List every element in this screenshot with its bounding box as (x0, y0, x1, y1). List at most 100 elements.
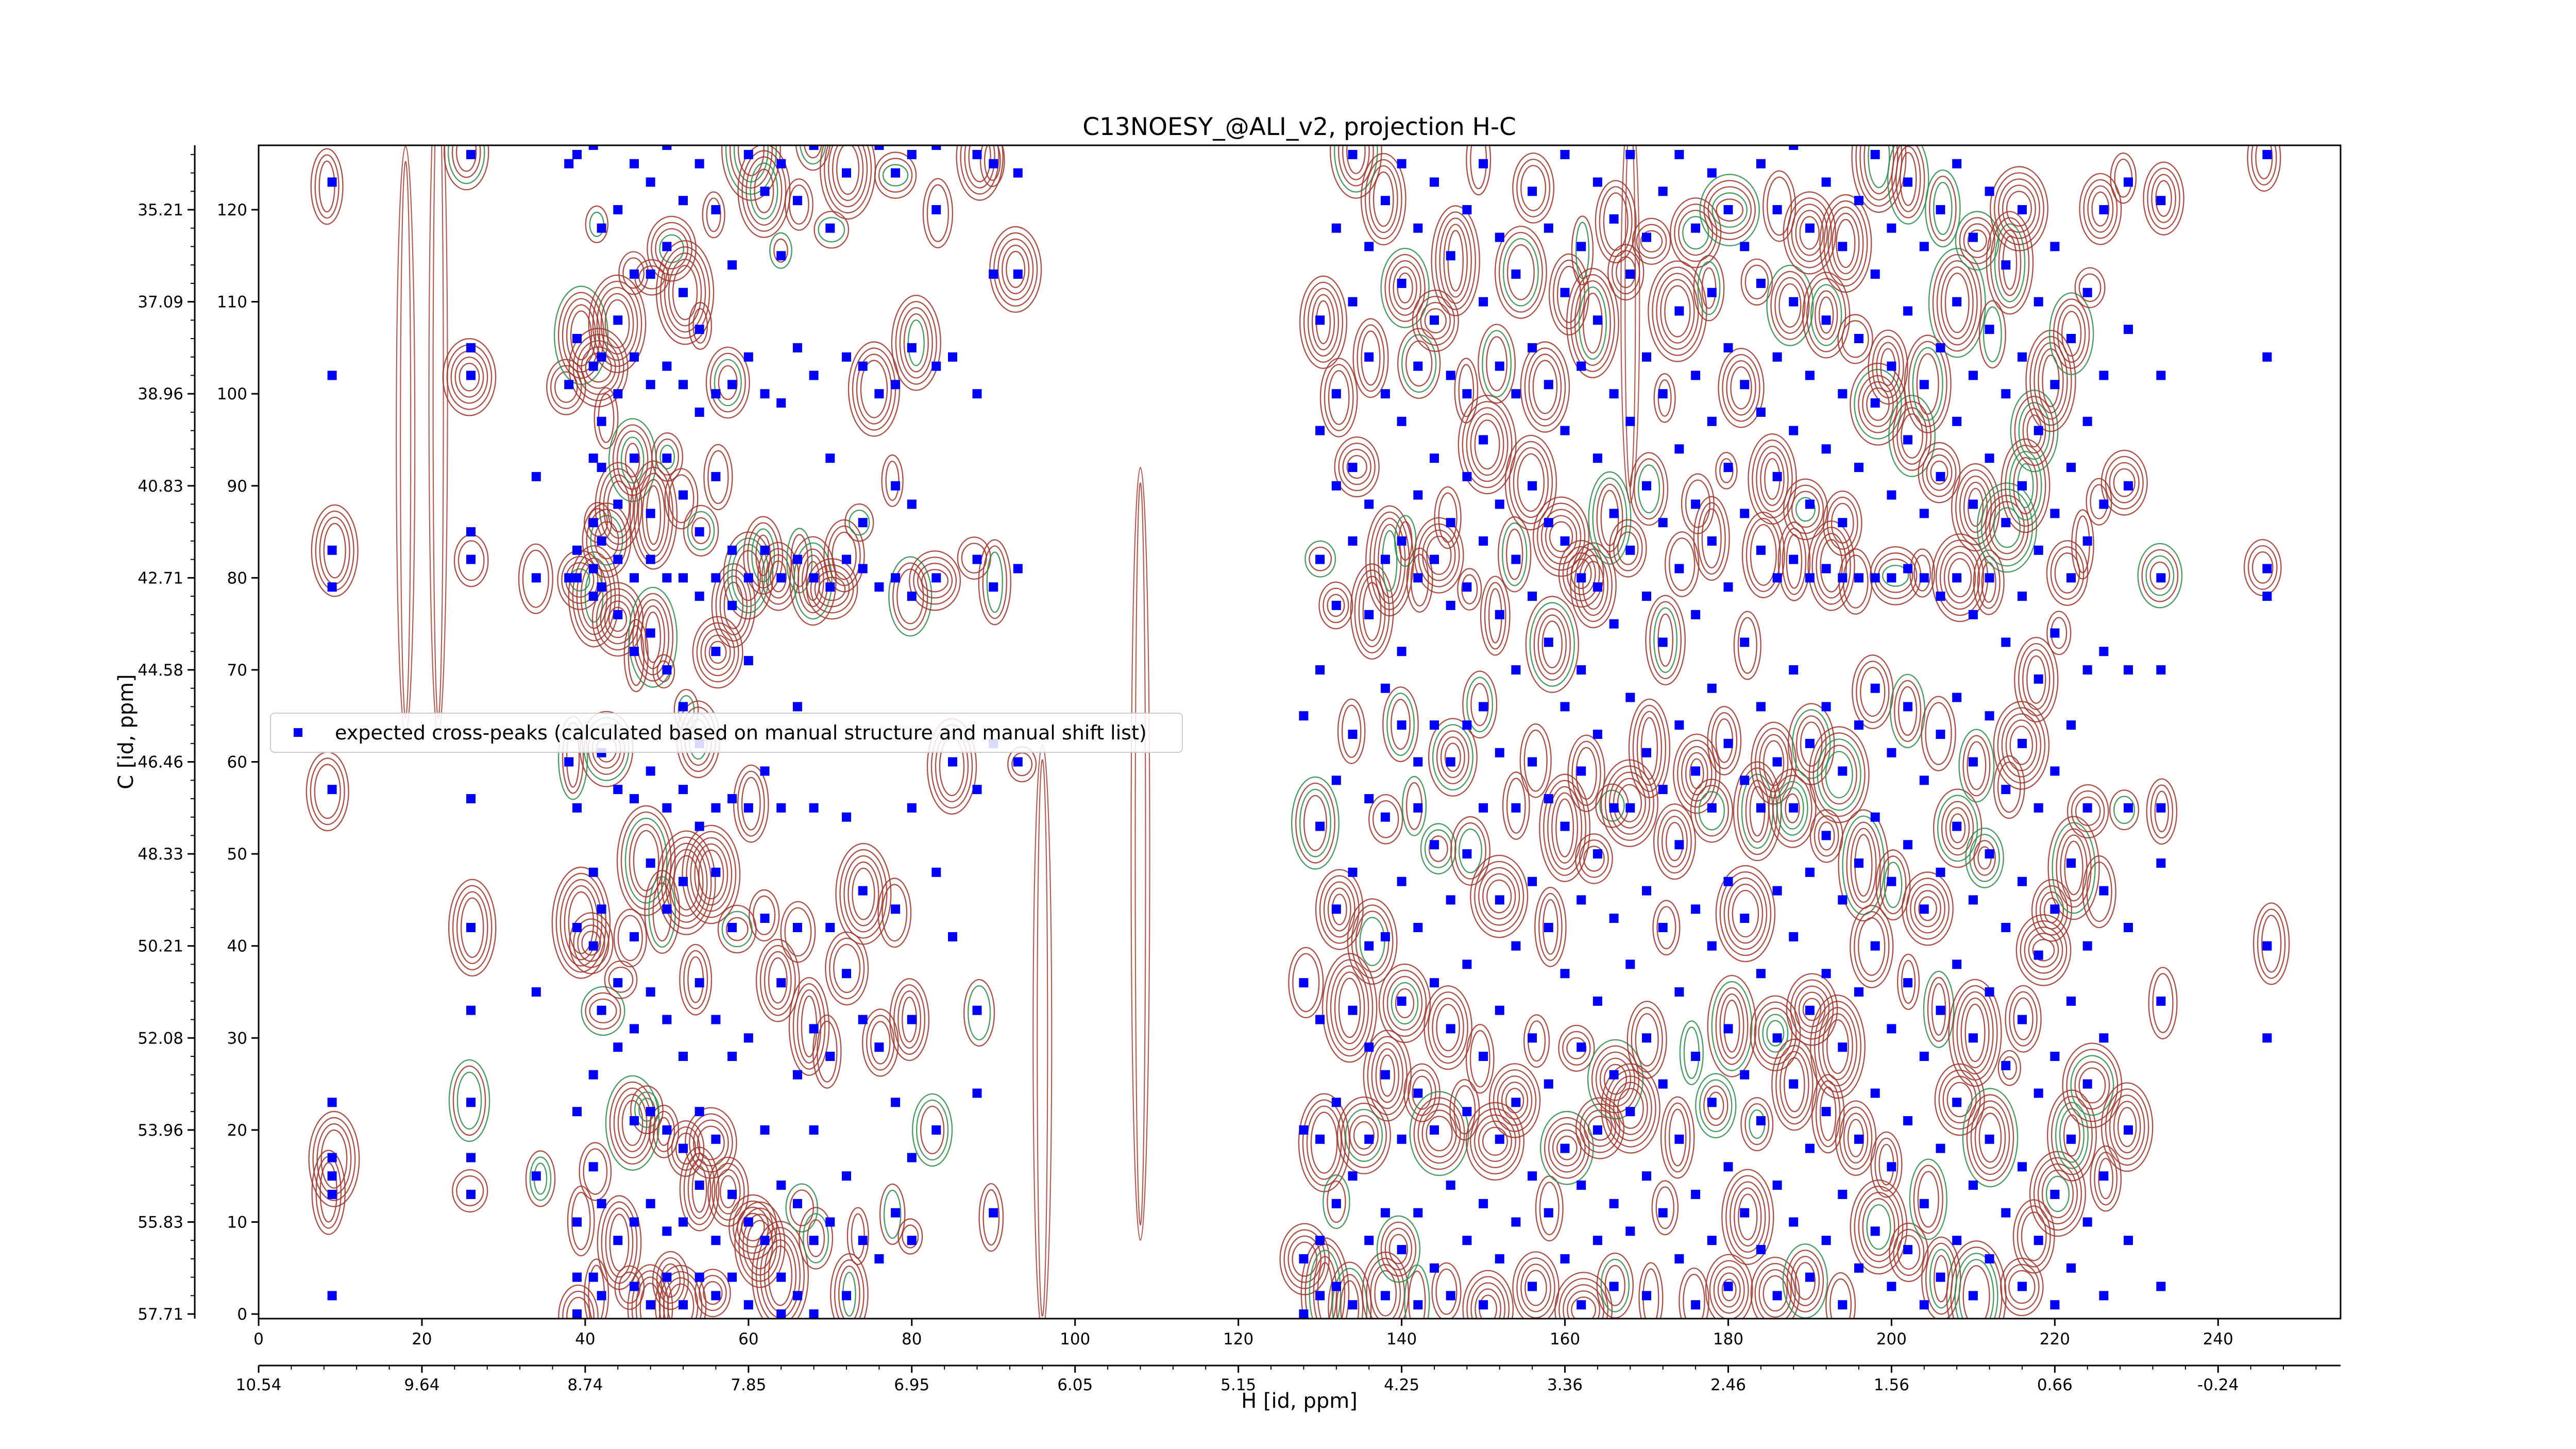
peak-marker (891, 380, 901, 390)
peak-marker (711, 1015, 721, 1024)
y-tick-label: 60 (227, 753, 247, 772)
peak-marker (1707, 288, 1717, 297)
contour-ring (1438, 492, 1458, 543)
contour-ring (1711, 981, 1753, 1071)
contour-ring (1726, 360, 1756, 416)
contour-ring (1376, 1215, 1421, 1283)
contour-ring (2079, 173, 2122, 245)
peak-marker (2099, 1171, 2109, 1181)
contour-ring (1341, 1102, 1387, 1168)
contour-ring (1901, 413, 1924, 459)
contour-ring (1668, 537, 1696, 591)
contour-ring (311, 504, 359, 597)
peak-marker (1919, 573, 1929, 583)
peak-marker (1625, 693, 1635, 702)
contour-ring (1334, 971, 1365, 1044)
contour-ring (1931, 983, 1946, 1036)
peak-marker (1462, 1236, 1472, 1245)
contour-ring (1882, 565, 1909, 587)
peak-marker (1397, 647, 1406, 656)
peak-marker (466, 923, 476, 932)
peak-marker (1952, 1098, 1962, 1107)
contour-ring (1859, 145, 1899, 201)
contour-ring (633, 830, 659, 891)
peak-marker (531, 471, 541, 481)
peak-marker (1495, 499, 1504, 509)
peak-marker (1691, 499, 1701, 509)
contour-ring (1887, 145, 1929, 225)
peak-marker (1397, 1134, 1406, 1144)
contour-ring (2090, 1145, 2122, 1212)
contour-ring (1416, 296, 1455, 346)
contour-ring (671, 1126, 701, 1171)
contour-ring (1520, 1263, 1551, 1312)
contour-ring (1655, 1186, 1675, 1229)
contour-ring (667, 1283, 694, 1319)
contour-ring (1901, 959, 1916, 1004)
contour-ring (2028, 933, 2059, 968)
peak-marker (2156, 665, 2166, 675)
contour-ring (2152, 973, 2174, 1034)
contour-ring (1372, 800, 1399, 838)
peak-marker (679, 1143, 688, 1153)
contour-ring (795, 145, 831, 171)
contour-ring (2061, 311, 2082, 357)
contour-ring (2074, 267, 2106, 309)
peak-marker (792, 196, 802, 206)
contour-ring (1722, 354, 1760, 422)
peak-marker (1838, 242, 1848, 251)
contour-ring (569, 912, 614, 974)
peak-marker (1495, 361, 1504, 371)
contour-ring (1302, 1099, 1346, 1186)
contour-ring (1994, 223, 2026, 302)
peak-marker (711, 867, 721, 877)
contour-ring (1921, 696, 1956, 771)
peak-marker (588, 518, 598, 528)
contour-ring (812, 1014, 842, 1089)
contour-ring (1636, 224, 1667, 259)
peak-marker (792, 343, 802, 352)
peak-marker (1430, 1125, 1439, 1135)
contour-ring (1818, 296, 1834, 334)
peak-marker (662, 904, 672, 914)
peak-marker (1789, 426, 1799, 435)
contour-ring (1781, 787, 1804, 830)
contour-ring (790, 534, 809, 587)
peak-marker (1331, 1199, 1341, 1208)
peak-marker (2050, 509, 2060, 518)
contour-ring (1652, 266, 1703, 356)
peak-marker (694, 527, 704, 537)
peak-marker (711, 1134, 721, 1144)
contour-ring (725, 917, 749, 941)
contour-ring (1311, 294, 1335, 350)
peak-marker (2050, 1052, 2060, 1061)
peak-marker (1380, 554, 1390, 564)
peak-marker (931, 145, 941, 150)
contour-ring (1827, 206, 1864, 281)
contour-ring (1303, 795, 1327, 851)
peak-marker (564, 573, 574, 583)
peak-marker (588, 361, 598, 371)
contour-ring (1962, 1265, 1990, 1319)
peak-marker (1364, 1042, 1374, 1052)
peak-marker (1397, 996, 1406, 1006)
contour-ring (1501, 522, 1528, 586)
peak-marker (1642, 748, 1651, 757)
peak-marker (2262, 592, 2272, 601)
peak-marker (1740, 1070, 1750, 1080)
peak-marker (2099, 647, 2109, 656)
peak-marker (809, 1125, 819, 1135)
contour-ring (1478, 324, 1516, 404)
peak-marker (1462, 205, 1472, 214)
contour-ring (1482, 330, 1512, 398)
peak-marker (327, 545, 337, 555)
peak-marker (1299, 711, 1309, 721)
contour-ring (1699, 174, 1760, 247)
peak-marker (1870, 1088, 1880, 1098)
peak-marker (2066, 720, 2076, 730)
peak-marker (1511, 941, 1521, 951)
peak-marker (662, 1226, 672, 1236)
contour-ring (2151, 174, 2176, 223)
contour-ring (1371, 1042, 1404, 1109)
contour-ring (1716, 198, 1743, 222)
